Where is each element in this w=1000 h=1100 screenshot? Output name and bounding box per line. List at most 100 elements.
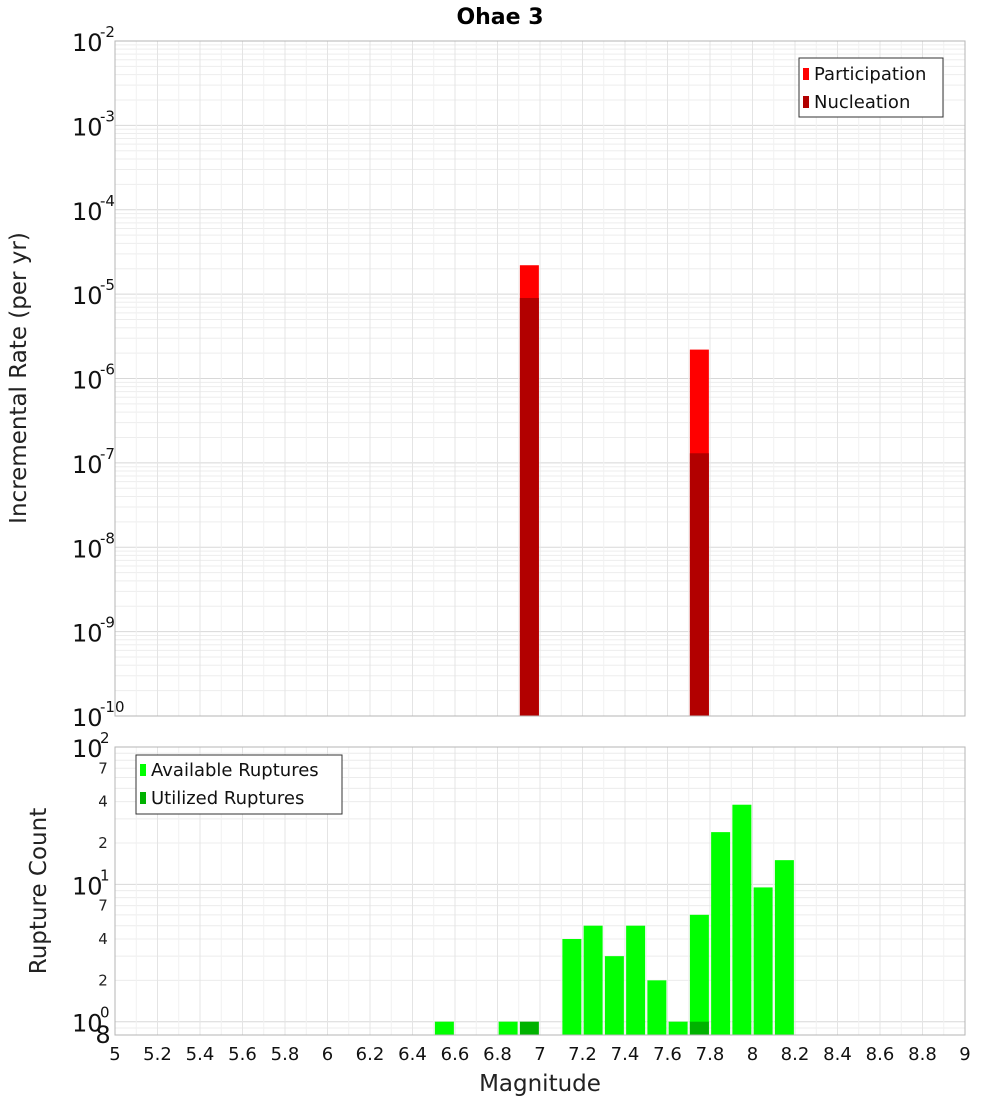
bottom-ytick-label: 100	[72, 1004, 110, 1038]
x-tick-label: 9	[959, 1044, 970, 1065]
available-ruptures-bar	[774, 860, 794, 1035]
x-tick-label: 5.4	[186, 1044, 215, 1065]
bottom-ytick-exponent: 1	[100, 866, 110, 884]
legend-swatch-available	[140, 764, 146, 776]
x-tick-label: 8.2	[781, 1044, 810, 1065]
top-ytick-exponent: -5	[100, 276, 115, 294]
legend-swatch-participation	[803, 68, 809, 80]
chart-title: Ohae 3	[456, 5, 543, 30]
top-ytick-exponent: -6	[100, 361, 115, 379]
top-ytick-base: 10	[72, 282, 103, 310]
available-ruptures-bar	[668, 1021, 688, 1035]
top-ytick-exponent: -10	[100, 698, 125, 716]
x-tick-label: 5.2	[143, 1044, 172, 1065]
legend-label-nucleation: Nucleation	[814, 92, 910, 113]
top-ytick-exponent: -4	[100, 192, 115, 210]
bottom-ytick-minor-label: 4	[98, 930, 108, 948]
legend-swatch-nucleation	[803, 96, 809, 108]
x-tick-label: 5	[109, 1044, 120, 1065]
nucleation-bar	[689, 453, 709, 716]
top-legend-box	[798, 57, 944, 118]
top-legend: Participation Nucleation	[798, 57, 944, 118]
bottom-ytick-exponent: 2	[100, 729, 110, 747]
top-ytick-base: 10	[72, 113, 103, 141]
top-ytick-exponent: -9	[100, 614, 115, 632]
legend-label-utilized: Utilized Ruptures	[151, 788, 304, 809]
bottom-ytick-minor-label: 7	[98, 759, 108, 777]
top-ytick-label: 10-8	[72, 529, 115, 563]
bottom-ytick-minor-label: 2	[98, 834, 108, 852]
top-ytick-label: 10-4	[72, 192, 115, 226]
x-tick-label: 6.6	[441, 1044, 470, 1065]
top-ytick-label: 10-10	[72, 698, 125, 732]
bottom-ytick-base: 10	[72, 1010, 103, 1038]
top-ytick-base: 10	[72, 29, 103, 57]
top-ytick-base: 10	[72, 535, 103, 563]
x-tick-label: 7.2	[568, 1044, 597, 1065]
legend-label-participation: Participation	[814, 64, 926, 85]
top-panel: Ohae 310-210-310-410-510-610-710-810-910…	[6, 5, 966, 732]
bottom-ytick-label: 101	[72, 866, 110, 900]
x-tick-label: 8.6	[866, 1044, 895, 1065]
x-tick-label: 6.4	[398, 1044, 427, 1065]
top-ytick-exponent: -8	[100, 529, 115, 547]
available-ruptures-bar	[583, 925, 603, 1035]
bottom-ytick-minor-label: 8	[95, 1021, 110, 1049]
bottom-plot-border	[114, 746, 966, 1036]
bottom-ytick-minor-label: 7	[98, 897, 108, 915]
legend-swatch-utilized	[140, 792, 146, 804]
x-tick-label: 6	[322, 1044, 333, 1065]
available-ruptures-bar	[626, 925, 646, 1035]
bottom-legend: Available Ruptures Utilized Ruptures	[135, 754, 343, 815]
bottom-ytick-minor-label: 2	[98, 971, 108, 989]
available-ruptures-bar	[604, 956, 624, 1035]
legend-label-available: Available Ruptures	[151, 760, 319, 781]
bottom-ytick-minor-label: 4	[98, 793, 108, 811]
bottom-ytick-exponent: 0	[100, 1004, 110, 1022]
bottom-y-axis-label: Rupture Count	[26, 808, 52, 974]
top-ytick-base: 10	[72, 451, 103, 479]
x-tick-label: 5.8	[271, 1044, 300, 1065]
bottom-ytick-label: 102	[72, 729, 110, 763]
top-ytick-exponent: -7	[100, 445, 115, 463]
x-tick-label: 6.8	[483, 1044, 512, 1065]
top-ytick-base: 10	[72, 367, 103, 395]
top-ytick-label: 10-6	[72, 361, 115, 395]
nucleation-bar	[519, 297, 539, 716]
bottom-legend-box	[135, 754, 343, 815]
x-axis-label: Magnitude	[479, 1071, 601, 1097]
available-ruptures-bar	[647, 980, 667, 1035]
available-ruptures-bar	[689, 914, 709, 1035]
top-ytick-label: 10-7	[72, 445, 115, 479]
x-tick-label: 7	[534, 1044, 545, 1065]
bottom-ytick-base: 10	[72, 872, 103, 900]
x-tick-label: 7.4	[611, 1044, 640, 1065]
available-ruptures-bar	[753, 887, 773, 1035]
x-tick-label: 8.4	[823, 1044, 852, 1065]
utilized-ruptures-bar	[519, 1021, 539, 1035]
top-ytick-exponent: -2	[100, 23, 115, 41]
x-tick-label: 5.6	[228, 1044, 257, 1065]
top-ytick-base: 10	[72, 198, 103, 226]
top-ytick-exponent: -3	[100, 107, 115, 125]
available-ruptures-bar	[498, 1021, 518, 1035]
top-ytick-label: 10-9	[72, 614, 115, 648]
x-tick-label: 8	[747, 1044, 758, 1065]
available-ruptures-bar	[711, 832, 731, 1035]
x-tick-label: 7.6	[653, 1044, 682, 1065]
top-ytick-base: 10	[72, 704, 103, 732]
x-tick-label: 6.2	[356, 1044, 385, 1065]
top-y-axis-label: Incremental Rate (per yr)	[6, 232, 32, 524]
top-ytick-label: 10-2	[72, 23, 115, 57]
top-ytick-label: 10-5	[72, 276, 115, 310]
top-ytick-label: 10-3	[72, 107, 115, 141]
available-ruptures-bar	[732, 804, 752, 1035]
top-plot-border	[114, 40, 966, 717]
available-ruptures-bar	[562, 939, 582, 1035]
utilized-ruptures-bar	[689, 1021, 709, 1035]
top-ytick-base: 10	[72, 620, 103, 648]
x-tick-label: 8.8	[908, 1044, 937, 1065]
available-ruptures-bar	[434, 1021, 454, 1035]
